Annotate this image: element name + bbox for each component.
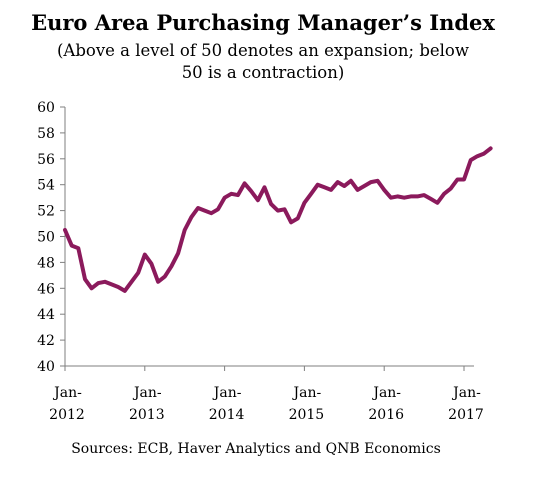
- data-point: [96, 281, 100, 285]
- data-point: [229, 192, 233, 196]
- data-point: [116, 285, 120, 289]
- data-point: [130, 280, 134, 284]
- x-tick-label-month: Jan-: [132, 385, 162, 401]
- data-point: [336, 180, 340, 184]
- data-point: [329, 188, 333, 192]
- data-point: [176, 251, 180, 255]
- data-point: [90, 286, 94, 290]
- data-point: [183, 228, 187, 232]
- data-point: [289, 220, 293, 224]
- data-point: [489, 146, 493, 150]
- data-point: [469, 158, 473, 162]
- y-tick-label: 60: [37, 100, 55, 116]
- data-point: [482, 152, 486, 156]
- data-point: [382, 188, 386, 192]
- y-tick-label: 48: [37, 255, 55, 271]
- x-tick-label-year: 2012: [49, 407, 85, 423]
- data-point: [269, 202, 273, 206]
- data-point: [263, 185, 267, 189]
- data-point: [276, 209, 280, 213]
- data-point: [256, 198, 260, 202]
- data-point: [203, 209, 207, 213]
- y-tick-label: 46: [37, 281, 55, 297]
- y-tick-label: 50: [37, 230, 55, 246]
- x-tick-label-month: Jan-: [451, 385, 481, 401]
- data-point: [369, 180, 373, 184]
- data-point: [76, 246, 80, 250]
- x-tick-label-year: 2017: [448, 407, 484, 423]
- data-point: [136, 271, 140, 275]
- y-tick-label: 58: [37, 126, 55, 142]
- data-point: [283, 207, 287, 211]
- data-point: [422, 193, 426, 197]
- data-point: [169, 264, 173, 268]
- data-point: [63, 228, 67, 232]
- chart-subtitle-line-2: 50 is a contraction): [182, 63, 345, 82]
- data-point: [123, 289, 127, 293]
- series-line-0: [63, 146, 493, 293]
- data-point: [449, 187, 453, 191]
- x-tick-label-month: Jan-: [371, 385, 401, 401]
- data-point: [236, 193, 240, 197]
- data-point: [70, 244, 74, 248]
- data-point: [216, 207, 220, 211]
- data-point: [349, 179, 353, 183]
- data-point: [83, 277, 87, 281]
- data-point: [243, 181, 247, 185]
- data-point: [103, 280, 107, 284]
- y-tick-label: 56: [37, 152, 55, 168]
- y-tick-label: 44: [37, 307, 55, 323]
- y-tick-label: 52: [37, 204, 55, 220]
- data-point: [149, 262, 153, 266]
- data-point: [309, 192, 313, 196]
- series-layer: [63, 146, 493, 293]
- data-point: [196, 206, 200, 210]
- data-point: [362, 184, 366, 188]
- data-point: [296, 216, 300, 220]
- data-point: [156, 280, 160, 284]
- data-point: [223, 196, 227, 200]
- data-point: [396, 194, 400, 198]
- chart-subtitle-line-1: (Above a level of 50 denotes an expansio…: [57, 41, 469, 60]
- y-tick-label: 42: [37, 333, 55, 349]
- data-point: [455, 178, 459, 182]
- x-tick-label-month: Jan-: [212, 385, 242, 401]
- data-point: [342, 184, 346, 188]
- data-point: [163, 275, 167, 279]
- y-axis: 60 58 56 54 52 50 48 46 44 42 40: [37, 100, 66, 375]
- data-point: [356, 188, 360, 192]
- data-point: [462, 178, 466, 182]
- data-point: [416, 194, 420, 198]
- x-tick-label-year: 2016: [368, 407, 404, 423]
- data-point: [402, 196, 406, 200]
- data-point: [302, 201, 306, 205]
- data-point: [435, 201, 439, 205]
- chart-title: Euro Area Purchasing Manager’s Index: [31, 10, 495, 35]
- y-tick-label: 54: [37, 178, 55, 194]
- data-point: [442, 192, 446, 196]
- x-tick-label-year: 2014: [209, 407, 245, 423]
- y-tick-label: 40: [37, 359, 55, 375]
- data-point: [429, 197, 433, 201]
- x-axis: Jan- 2012 Jan- 2013 Jan- 2014 Jan- 2015 Jan- 2016…: [49, 365, 484, 423]
- data-point: [322, 185, 326, 189]
- data-point: [409, 194, 413, 198]
- x-tick-label-month: Jan-: [292, 385, 322, 401]
- x-tick-label-year: 2015: [289, 407, 325, 423]
- x-tick-label-month: Jan-: [52, 385, 82, 401]
- data-point: [475, 154, 479, 158]
- data-point: [143, 253, 147, 257]
- data-point: [389, 196, 393, 200]
- data-point: [376, 179, 380, 183]
- data-point: [189, 215, 193, 219]
- data-point: [316, 183, 320, 187]
- data-point: [249, 189, 253, 193]
- data-point: [110, 282, 114, 286]
- data-point: [209, 211, 213, 215]
- x-tick-label-year: 2013: [129, 407, 165, 423]
- chart-source: Sources: ECB, Haver Analytics and QNB Ec…: [71, 441, 441, 457]
